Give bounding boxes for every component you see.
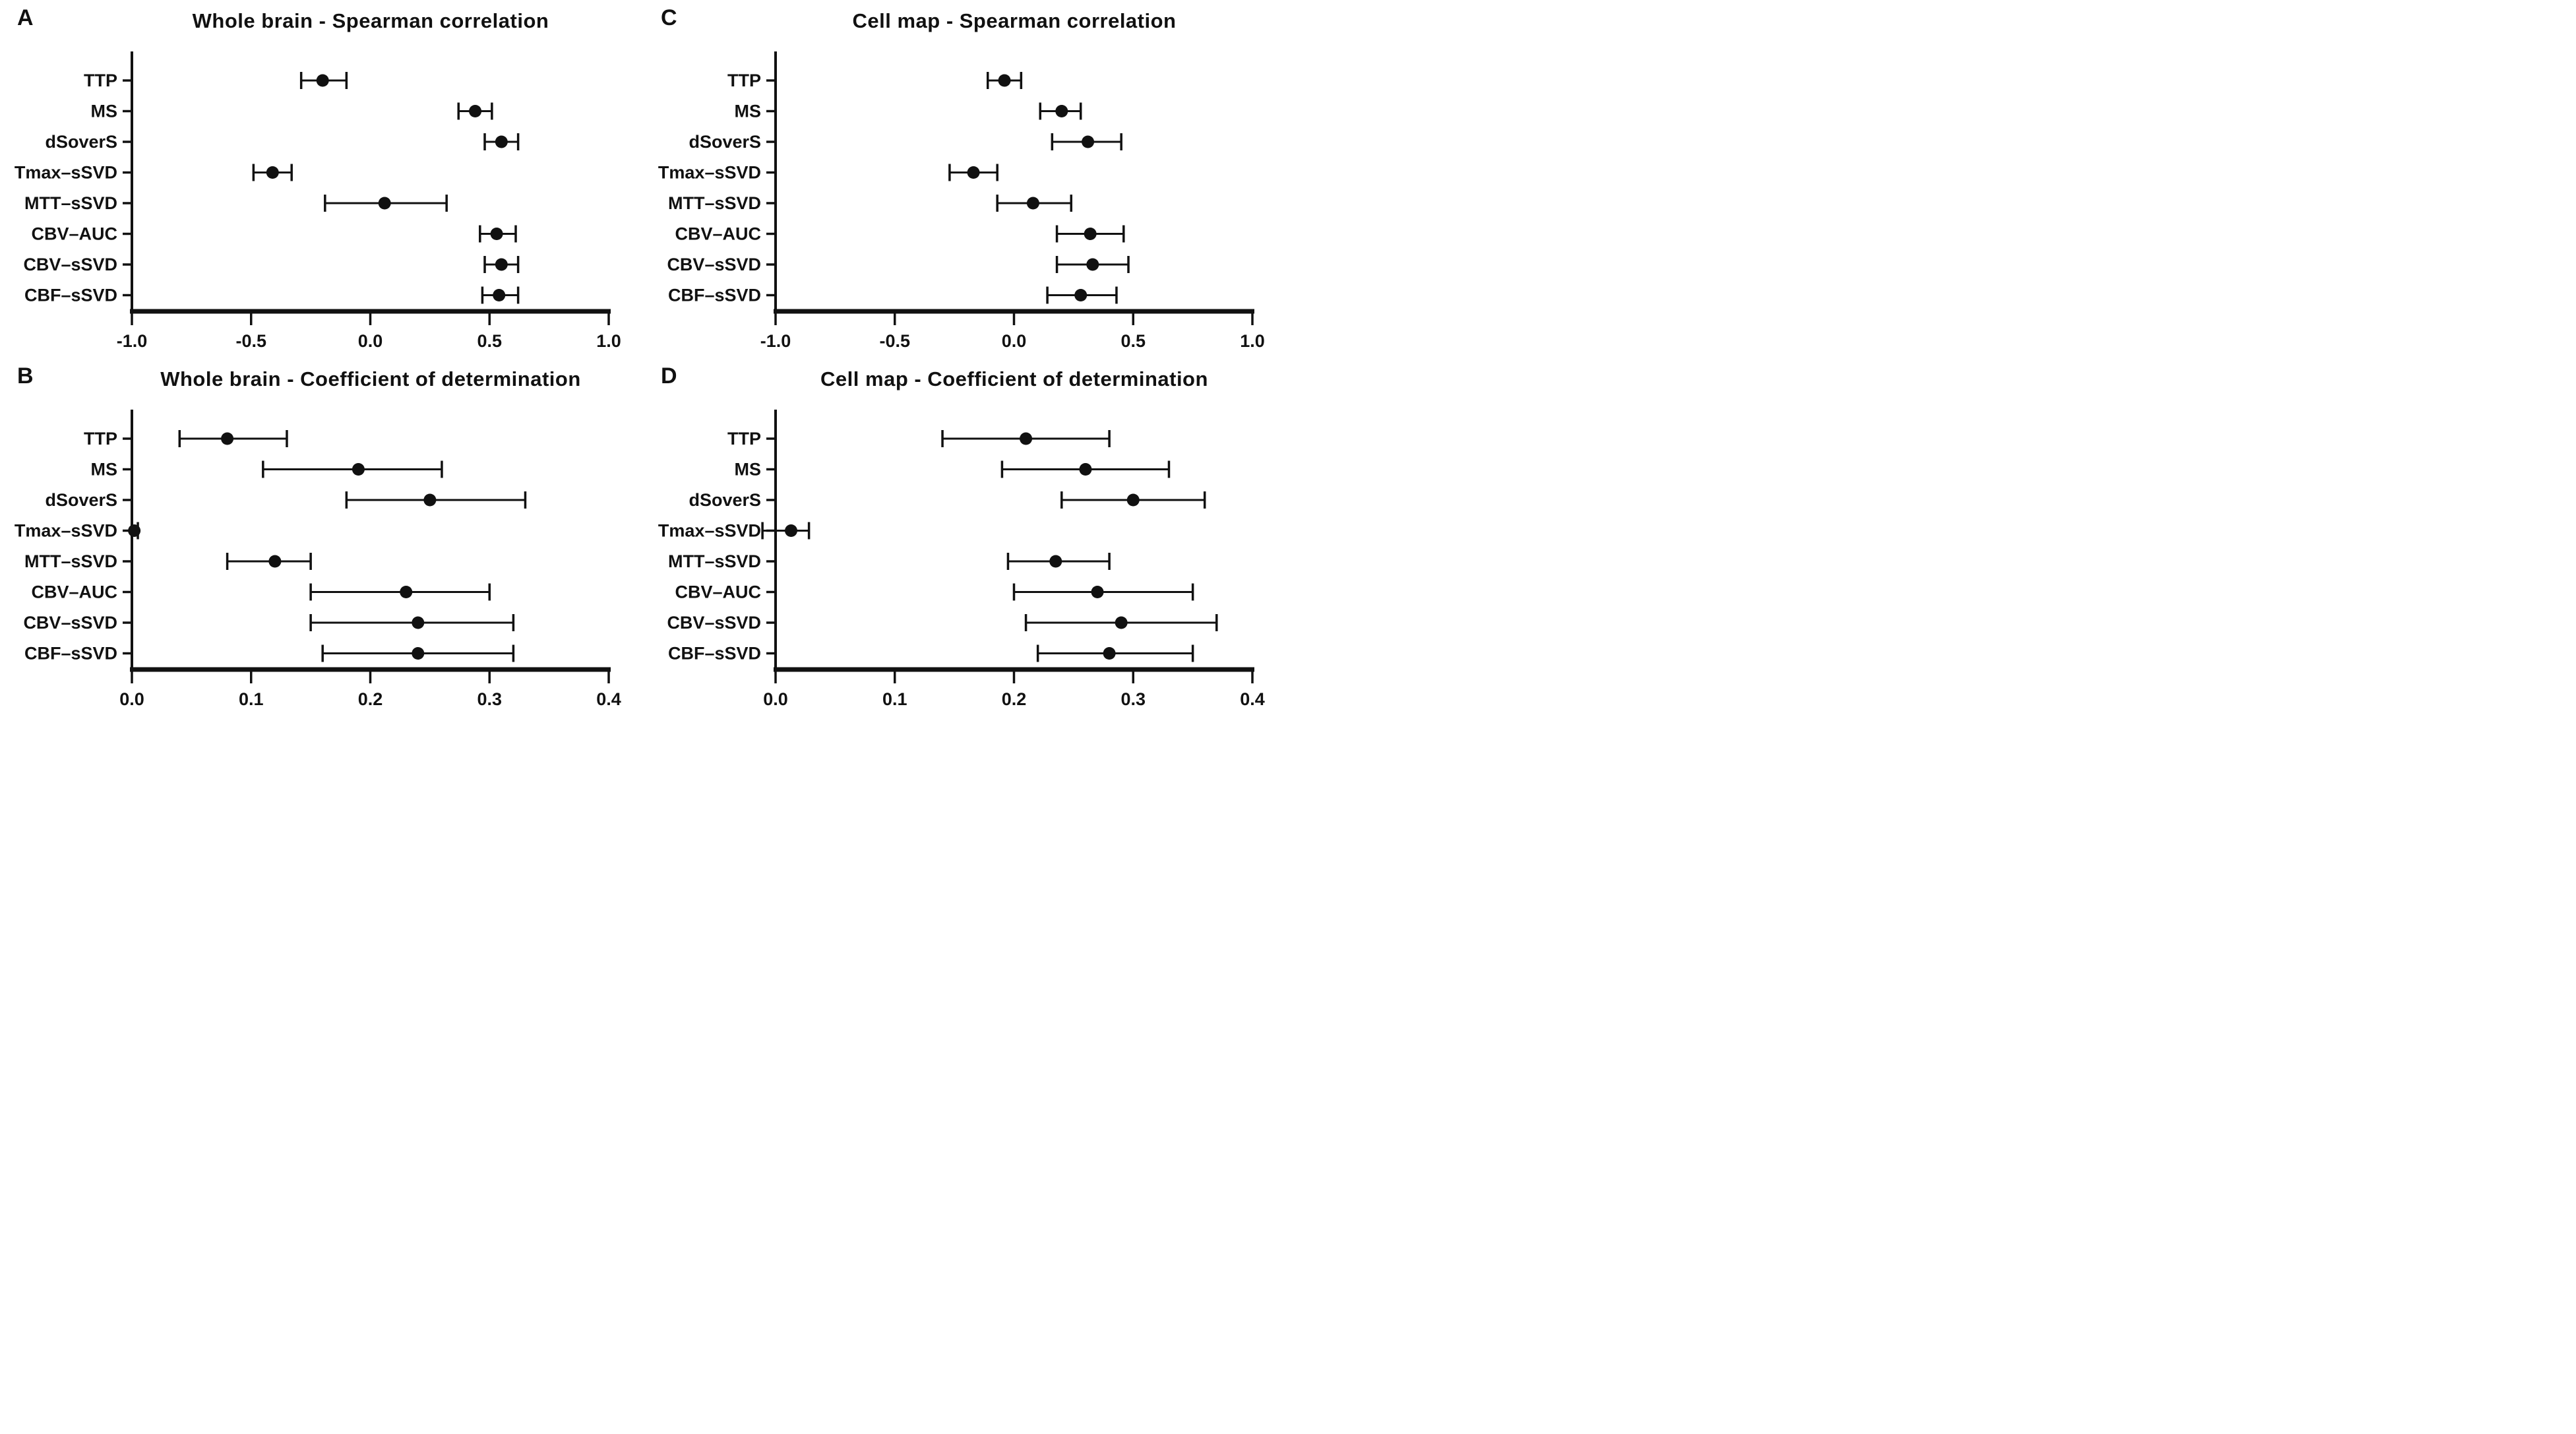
svg-text:MS: MS [735, 460, 762, 480]
figure-forest-plots: A Whole brain - Spearman correlation -1.… [0, 0, 1288, 717]
svg-text:-1.0: -1.0 [117, 331, 148, 351]
svg-text:MTT–sSVD: MTT–sSVD [668, 193, 761, 213]
svg-text:0.3: 0.3 [477, 689, 502, 709]
forest-plot-C: -1.0 -0.5 0.0 0.5 1.0 TTP MS dSoverS Tmax–sSVD MT… [658, 51, 1265, 351]
svg-text:MTT–sSVD: MTT–sSVD [668, 551, 761, 571]
svg-text:0.0: 0.0 [1002, 331, 1027, 351]
svg-text:MS: MS [735, 102, 762, 121]
svg-text:TTP: TTP [727, 429, 761, 449]
svg-text:dSoverS: dSoverS [689, 132, 761, 152]
panel-letter-A: A [17, 5, 34, 30]
forest-plot-A: -1.0 -0.5 0.0 0.5 1.0 TTP MS dSoverS Tmax–sSVD MT… [15, 51, 621, 351]
panel-A: A Whole brain - Spearman correlation -1.… [0, 0, 644, 358]
svg-text:CBV–sSVD: CBV–sSVD [23, 613, 117, 633]
svg-text:Tmax–sSVD: Tmax–sSVD [658, 521, 761, 541]
svg-text:CBF–sSVD: CBF–sSVD [668, 286, 761, 305]
svg-text:0.1: 0.1 [239, 689, 264, 709]
svg-text:Tmax–sSVD: Tmax–sSVD [15, 521, 117, 541]
panel-B: B Whole brain - Coefficient of determina… [0, 358, 644, 717]
svg-text:0.2: 0.2 [358, 689, 383, 709]
svg-text:0.0: 0.0 [358, 331, 383, 351]
panel-letter-B: B [17, 363, 34, 389]
svg-text:-1.0: -1.0 [760, 331, 791, 351]
panel-title-A: Whole brain - Spearman correlation [192, 9, 549, 32]
svg-text:MTT–sSVD: MTT–sSVD [24, 193, 117, 213]
svg-text:CBV–sSVD: CBV–sSVD [667, 613, 761, 633]
svg-text:dSoverS: dSoverS [45, 132, 117, 152]
svg-text:CBF–sSVD: CBF–sSVD [24, 286, 117, 305]
panel-title-C: Cell map - Spearman correlation [852, 9, 1177, 32]
svg-text:MS: MS [91, 102, 118, 121]
svg-text:TTP: TTP [727, 71, 761, 90]
forest-plot-B: 0.0 0.1 0.2 0.3 0.4 TTP MS dSoverS Tmax–sSVD MTT–… [15, 410, 621, 709]
svg-text:CBV–AUC: CBV–AUC [31, 582, 117, 602]
svg-text:0.3: 0.3 [1120, 689, 1146, 709]
svg-text:-0.5: -0.5 [235, 331, 266, 351]
svg-text:Tmax–sSVD: Tmax–sSVD [15, 163, 117, 183]
svg-text:CBF–sSVD: CBF–sSVD [668, 644, 761, 664]
svg-text:dSoverS: dSoverS [689, 490, 761, 510]
svg-text:CBV–sSVD: CBV–sSVD [23, 255, 117, 274]
svg-text:0.4: 0.4 [1240, 689, 1265, 709]
svg-text:CBV–sSVD: CBV–sSVD [667, 255, 761, 274]
svg-text:0.2: 0.2 [1002, 689, 1027, 709]
panel-title-B: Whole brain - Coefficient of determinati… [160, 367, 581, 390]
svg-text:0.4: 0.4 [596, 689, 621, 709]
svg-text:Tmax–sSVD: Tmax–sSVD [658, 163, 761, 183]
svg-text:0.0: 0.0 [763, 689, 788, 709]
svg-text:0.0: 0.0 [119, 689, 144, 709]
svg-text:0.1: 0.1 [882, 689, 907, 709]
forest-plot-D: 0.0 0.1 0.2 0.3 0.4 TTP MS dSoverS Tmax–sSVD MTT–… [658, 410, 1265, 709]
panel-C: C Cell map - Spearman correlation -1.0 -0… [644, 0, 1288, 358]
svg-text:0.5: 0.5 [1120, 331, 1146, 351]
svg-text:1.0: 1.0 [596, 331, 621, 351]
panel-letter-C: C [661, 5, 677, 30]
svg-text:CBV–AUC: CBV–AUC [675, 224, 761, 244]
panel-D: D Cell map - Coefficient of determinatio… [644, 358, 1288, 717]
svg-text:-0.5: -0.5 [879, 331, 910, 351]
svg-text:CBV–AUC: CBV–AUC [675, 582, 761, 602]
panel-title-D: Cell map - Coefficient of determination [820, 367, 1208, 390]
svg-text:1.0: 1.0 [1240, 331, 1265, 351]
svg-text:MTT–sSVD: MTT–sSVD [24, 551, 117, 571]
svg-text:CBV–AUC: CBV–AUC [31, 224, 117, 244]
svg-text:dSoverS: dSoverS [45, 490, 117, 510]
svg-text:MS: MS [91, 460, 118, 480]
svg-text:TTP: TTP [84, 429, 117, 449]
svg-text:0.5: 0.5 [477, 331, 502, 351]
panel-letter-D: D [661, 363, 677, 389]
svg-text:TTP: TTP [84, 71, 117, 90]
svg-text:CBF–sSVD: CBF–sSVD [24, 644, 117, 664]
